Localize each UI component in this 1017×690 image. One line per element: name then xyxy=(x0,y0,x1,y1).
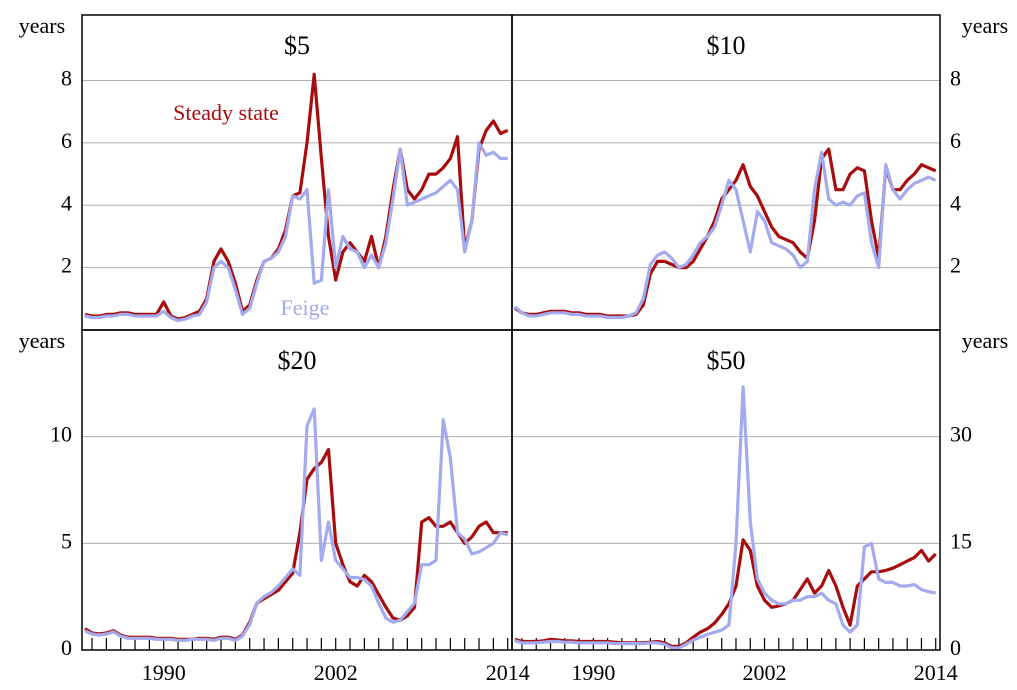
y-tick-label: 2 xyxy=(950,253,961,278)
panel-title: $20 xyxy=(278,346,317,375)
y-tick-label: 4 xyxy=(61,190,72,215)
series-line xyxy=(84,141,508,323)
y-tick-label: 2 xyxy=(61,253,72,278)
panel-title: $10 xyxy=(707,31,746,60)
y-axis-label: years xyxy=(962,13,1008,38)
y-tick-label: 8 xyxy=(950,66,961,91)
y-axis-label: years xyxy=(19,328,65,353)
series-line xyxy=(513,150,937,320)
y-axis-label: years xyxy=(19,13,65,38)
y-tick-label: 15 xyxy=(950,528,972,553)
y-tick-label: 10 xyxy=(50,422,72,447)
y-tick-label: 0 xyxy=(950,635,961,660)
series-line xyxy=(514,385,937,650)
y-tick-label: 6 xyxy=(61,128,72,153)
series-line xyxy=(84,407,509,642)
panel-frame xyxy=(511,329,941,651)
annotation: Feige xyxy=(281,295,330,320)
panel-title: $5 xyxy=(284,31,310,60)
x-tick-label: 2002 xyxy=(743,660,787,685)
annotation: Steady state xyxy=(173,100,279,125)
y-tick-label: 5 xyxy=(61,528,72,553)
y-tick-label: 6 xyxy=(950,128,961,153)
x-tick-label: 1990 xyxy=(571,660,615,685)
x-tick-label: 2014 xyxy=(914,660,958,685)
y-tick-label: 0 xyxy=(61,635,72,660)
y-axis-label: years xyxy=(962,328,1008,353)
y-tick-label: 30 xyxy=(950,422,972,447)
y-tick-label: 4 xyxy=(950,190,961,215)
panel-title: $50 xyxy=(707,346,746,375)
y-tick-label: 8 xyxy=(61,66,72,91)
x-tick-label: 1990 xyxy=(142,660,186,685)
x-tick-label: 2014 xyxy=(486,660,530,685)
x-tick-label: 2002 xyxy=(314,660,358,685)
